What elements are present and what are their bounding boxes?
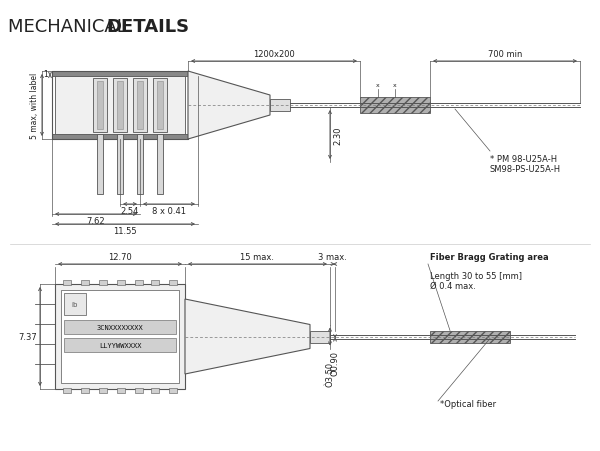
Text: MECHANICAL: MECHANICAL	[8, 18, 133, 36]
Bar	[93, 79, 107, 133]
Text: x: x	[393, 83, 397, 88]
Bar	[81, 388, 89, 393]
Bar	[310, 331, 330, 343]
Bar	[63, 281, 71, 285]
Text: DETAILS: DETAILS	[106, 18, 189, 36]
Bar	[169, 388, 177, 393]
Text: Ò3.50: Ò3.50	[325, 361, 335, 386]
Text: x: x	[376, 83, 380, 88]
Bar	[117, 82, 123, 130]
Bar	[52, 135, 188, 140]
Bar	[63, 388, 71, 393]
Bar	[52, 72, 188, 77]
Text: 3 max.: 3 max.	[318, 253, 347, 262]
Bar	[55, 77, 185, 135]
Bar	[113, 79, 127, 133]
Text: 1: 1	[43, 70, 48, 79]
Bar	[81, 281, 89, 285]
Text: *Optical fiber: *Optical fiber	[440, 399, 496, 408]
Text: 12.70: 12.70	[108, 253, 132, 262]
Bar	[137, 82, 143, 130]
Polygon shape	[185, 299, 310, 374]
Bar	[117, 135, 123, 194]
Bar	[97, 82, 103, 130]
Text: 7.62: 7.62	[86, 216, 106, 226]
Bar	[169, 281, 177, 285]
Bar	[137, 135, 143, 194]
Text: 11.55: 11.55	[113, 226, 137, 235]
Text: SM98-PS-U25A-H: SM98-PS-U25A-H	[490, 165, 561, 174]
Text: 3CNXXXXXXXX: 3CNXXXXXXXX	[97, 324, 143, 330]
Text: * PM 98-U25A-H: * PM 98-U25A-H	[490, 155, 557, 164]
Bar	[157, 135, 163, 194]
Bar	[133, 79, 147, 133]
Bar	[430, 331, 510, 343]
Text: Length 30 to 55 [mm]: Length 30 to 55 [mm]	[430, 272, 522, 281]
Text: 15 max.: 15 max.	[241, 253, 275, 262]
Text: 700 min: 700 min	[488, 50, 522, 59]
Text: ib: ib	[72, 301, 78, 307]
Text: 1200x200: 1200x200	[253, 50, 295, 59]
Text: 7.37: 7.37	[18, 332, 37, 341]
Bar	[99, 281, 107, 285]
Bar	[135, 281, 143, 285]
Bar	[64, 338, 176, 352]
Bar	[151, 388, 159, 393]
Text: 5 max, with label: 5 max, with label	[30, 73, 39, 139]
Bar	[151, 281, 159, 285]
Bar	[99, 388, 107, 393]
Bar	[61, 290, 179, 383]
Bar	[117, 388, 125, 393]
Text: 8 x 0.41: 8 x 0.41	[152, 207, 186, 216]
Bar	[97, 135, 103, 194]
Bar	[153, 79, 167, 133]
Bar	[52, 72, 188, 140]
Bar	[360, 98, 430, 114]
Bar	[117, 281, 125, 285]
Bar	[64, 320, 176, 334]
Bar	[157, 82, 163, 130]
Text: 2.30: 2.30	[333, 126, 342, 144]
Polygon shape	[188, 72, 270, 140]
Bar	[270, 100, 290, 112]
Bar	[55, 285, 185, 389]
Text: Ø 0.4 max.: Ø 0.4 max.	[430, 281, 476, 290]
Text: LLYYWWXXXX: LLYYWWXXXX	[99, 342, 141, 348]
Text: Fiber Bragg Grating area: Fiber Bragg Grating area	[430, 253, 548, 262]
Text: 2.54: 2.54	[121, 207, 139, 216]
Bar	[64, 293, 86, 315]
Text: Ò0.90: Ò0.90	[331, 351, 340, 376]
Bar	[135, 388, 143, 393]
